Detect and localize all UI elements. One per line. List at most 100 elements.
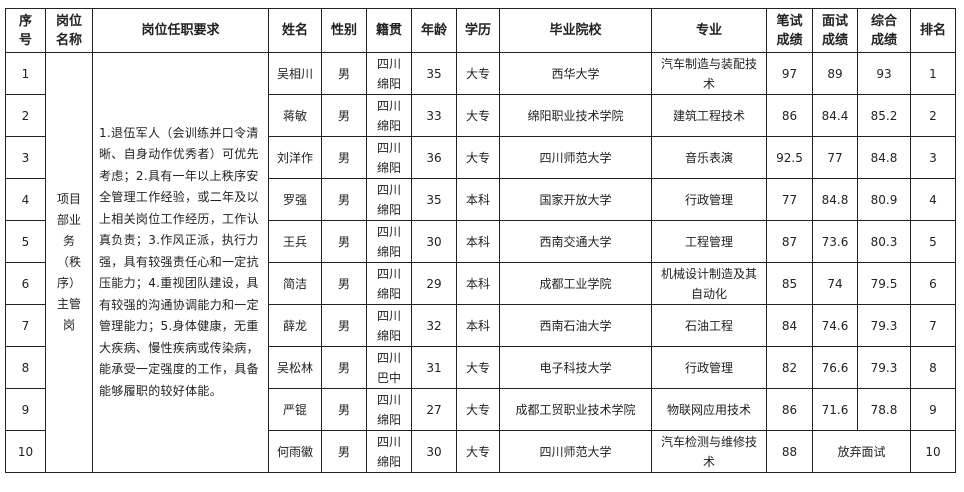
- cell-no: 4: [5, 178, 46, 221]
- cell-no: 7: [5, 304, 46, 347]
- cell-name: 吴相川: [268, 52, 322, 95]
- table-row: 2 蒋敏男四川绵阳 33 大专 绵阳职业技术学院 建筑工程技术 86 84.4 85.2 2: [5, 94, 956, 137]
- cell-written: 82: [766, 346, 813, 389]
- cell-interview: 89: [812, 52, 858, 95]
- cell-gender: 男: [321, 52, 367, 95]
- cell-major: 行政管理: [651, 346, 767, 389]
- cell-gender: 男: [321, 304, 367, 347]
- header-total-score: 综合成绩: [857, 8, 911, 53]
- cell-school: 四川师范大学: [499, 136, 652, 179]
- cell-name: 蒋敏: [268, 94, 322, 137]
- cell-interview: 84.4: [812, 94, 858, 137]
- cell-no: 8: [5, 346, 46, 389]
- header-education: 学历: [456, 8, 500, 53]
- table-row: 9 严锟男四川绵阳 27 大专 成都工贸职业技术学院 物联网应用技术 86 71.6 78.8 9: [5, 388, 956, 431]
- cell-interview: 74: [812, 262, 858, 305]
- cell-school: 绵阳职业技术学院: [499, 94, 652, 137]
- cell-gender: 男: [321, 388, 367, 431]
- cell-no: 9: [5, 388, 46, 431]
- cell-gender: 男: [321, 136, 367, 179]
- cell-origin: 四川绵阳: [366, 52, 412, 95]
- cell-total: 78.8: [857, 388, 911, 431]
- cell-age: 30: [411, 220, 457, 263]
- cell-total: 80.3: [857, 220, 911, 263]
- cell-total: 79.3: [857, 346, 911, 389]
- cell-edu: 本科: [456, 220, 500, 263]
- cell-gender: 男: [321, 94, 367, 137]
- cell-interview: 84.8: [812, 178, 858, 221]
- cell-no: 3: [5, 136, 46, 179]
- cell-written: 86: [766, 388, 813, 431]
- cell-rank: 2: [910, 94, 956, 137]
- cell-name: 薛龙: [268, 304, 322, 347]
- cell-gender: 男: [321, 262, 367, 305]
- cell-total: 85.2: [857, 94, 911, 137]
- table-row: 1 项目部业务（秩序）主管岗 1.退伍军人（会训练并口令清晰、自身动作优秀者）可优先…: [5, 52, 956, 473]
- cell-total: 79.3: [857, 304, 911, 347]
- cell-school: 国家开放大学: [499, 178, 652, 221]
- cell-origin: 四川绵阳: [366, 178, 412, 221]
- table-row: 7 薛龙男四川绵阳 32 本科 西南石油大学 石油工程 84 74.6 79.3 7: [5, 304, 956, 347]
- cell-edu: 大专: [456, 430, 500, 473]
- cell-written: 88: [766, 430, 813, 473]
- cell-rank: 10: [910, 430, 956, 473]
- cell-major: 汽车制造与装配技术: [651, 52, 767, 95]
- cell-name: 王兵: [268, 220, 322, 263]
- header-rank: 排名: [910, 8, 956, 53]
- header-origin: 籍贯: [366, 8, 412, 53]
- table-row: 6 简洁男四川绵阳 29 本科 成都工业学院 机械设计制造及其自动化 85 74 79.5 6: [5, 262, 956, 305]
- results-table: 序号 岗位名称 岗位任职要求 姓名 性别 籍贯 年龄 学历 毕业院校 专业 笔试成绩 面试成绩 综合成绩…: [5, 8, 956, 473]
- cell-written: 97: [766, 52, 813, 95]
- cell-origin: 四川绵阳: [366, 304, 412, 347]
- header-gender: 性别: [321, 8, 367, 53]
- table-row: 10 何雨徽男四川绵阳 30 大专 四川师范大学 汽车检测与维修技术 88 放弃面试 10: [5, 430, 956, 473]
- cell-no: 6: [5, 262, 46, 305]
- cell-position: 项目部业务（秩序）主管岗: [45, 52, 93, 473]
- cell-interview: 73.6: [812, 220, 858, 263]
- cell-school: 西华大学: [499, 52, 652, 95]
- cell-age: 31: [411, 346, 457, 389]
- cell-total: 93: [857, 52, 911, 95]
- cell-school: 西南石油大学: [499, 304, 652, 347]
- cell-no: 1: [5, 52, 46, 95]
- header-interview-score: 面试成绩: [812, 8, 858, 53]
- cell-age: 29: [411, 262, 457, 305]
- cell-school: 四川师范大学: [499, 430, 652, 473]
- cell-edu: 本科: [456, 178, 500, 221]
- cell-school: 西南交通大学: [499, 220, 652, 263]
- header-name: 姓名: [268, 8, 322, 53]
- cell-no: 5: [5, 220, 46, 263]
- cell-interview: 74.6: [812, 304, 858, 347]
- cell-edu: 本科: [456, 262, 500, 305]
- cell-age: 32: [411, 304, 457, 347]
- cell-school: 电子科技大学: [499, 346, 652, 389]
- cell-interview: 71.6: [812, 388, 858, 431]
- cell-written: 92.5: [766, 136, 813, 179]
- cell-major: 建筑工程技术: [651, 94, 767, 137]
- cell-total: 84.8: [857, 136, 911, 179]
- cell-age: 35: [411, 178, 457, 221]
- cell-age: 30: [411, 430, 457, 473]
- cell-no: 10: [5, 430, 46, 473]
- cell-major: 行政管理: [651, 178, 767, 221]
- cell-name: 何雨徽: [268, 430, 322, 473]
- cell-written: 84: [766, 304, 813, 347]
- cell-edu: 本科: [456, 304, 500, 347]
- cell-interview: 76.6: [812, 346, 858, 389]
- cell-edu: 大专: [456, 52, 500, 95]
- cell-edu: 大专: [456, 388, 500, 431]
- cell-age: 33: [411, 94, 457, 137]
- header-major: 专业: [651, 8, 767, 53]
- table-row: 4 罗强男四川绵阳 35 本科 国家开放大学 行政管理 77 84.8 80.9 4: [5, 178, 956, 221]
- cell-major: 物联网应用技术: [651, 388, 767, 431]
- header-row: 序号 岗位名称 岗位任职要求 姓名 性别 籍贯 年龄 学历 毕业院校 专业 笔试成绩 面试成绩 综合成绩…: [5, 8, 956, 53]
- cell-rank: 3: [910, 136, 956, 179]
- cell-origin: 四川绵阳: [366, 220, 412, 263]
- cell-rank: 8: [910, 346, 956, 389]
- cell-requirements: 1.退伍军人（会训练并口令清晰、自身动作优秀者）可优先考虑；2.具有一年以上秩序…: [92, 52, 269, 473]
- header-age: 年龄: [411, 8, 457, 53]
- cell-rank: 5: [910, 220, 956, 263]
- cell-origin: 四川绵阳: [366, 136, 412, 179]
- cell-gender: 男: [321, 178, 367, 221]
- header-position-name: 岗位名称: [45, 8, 93, 53]
